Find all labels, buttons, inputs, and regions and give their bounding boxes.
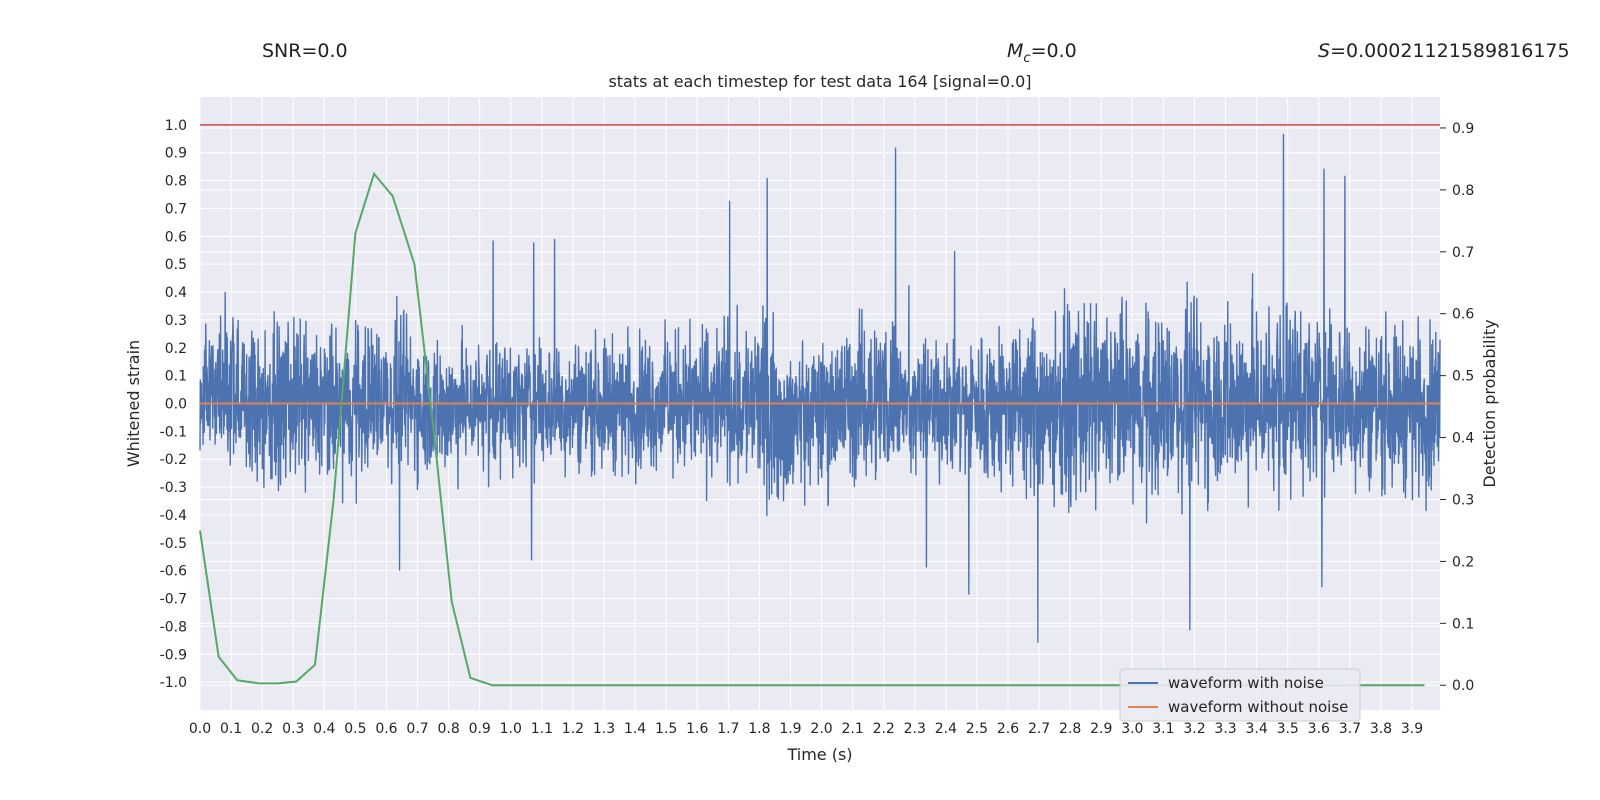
y2-tick-label: 0.4 [1452, 431, 1474, 447]
y2-tick-label: 0.2 [1452, 554, 1474, 570]
y-tick-label: 0.2 [165, 341, 187, 357]
x-tick-label: 1.5 [655, 721, 677, 737]
y-tick-label: 0.4 [165, 285, 187, 301]
x-tick-label: 1.0 [500, 721, 522, 737]
x-tick-label: 2.2 [873, 721, 895, 737]
x-tick-label: 2.6 [997, 721, 1019, 737]
x-tick-label: 3.6 [1308, 721, 1330, 737]
y-tick-label: 0.3 [165, 313, 187, 329]
y2-tick-label: 0.6 [1452, 307, 1474, 323]
x-tick-label: 1.6 [686, 721, 708, 737]
x-tick-label: 0.7 [406, 721, 428, 737]
y2-tick-label: 0.8 [1452, 183, 1474, 199]
x-tick-label: 2.5 [966, 721, 988, 737]
y2-axis-label: Detection probability [1480, 319, 1499, 487]
y-tick-label: 0.5 [165, 257, 187, 273]
legend-box [1119, 668, 1361, 722]
y-tick-label: -0.7 [160, 592, 187, 608]
x-tick-label: 3.5 [1277, 721, 1299, 737]
y-tick-label: -0.3 [160, 480, 187, 496]
ticks: 0.0 0.1 0.2 0.3 0.4 0.5 0.6 0.7 0.8 0.9 1.0 1.1 1.2 1… [160, 118, 1475, 737]
mc-value: =0.0 [1030, 40, 1077, 62]
x-tick-label: 3.7 [1339, 721, 1361, 737]
snr-label: SNR=0.0 [262, 40, 348, 62]
x-tick-label: 3.0 [1121, 721, 1143, 737]
y-tick-label: 0.6 [165, 229, 187, 245]
s-symbol: S [1318, 40, 1331, 62]
legend: waveform with noise waveform without nois… [1119, 668, 1361, 722]
x-tick-label: 2.8 [1059, 721, 1081, 737]
y2-tick-label: 0.9 [1452, 121, 1474, 137]
y2-tick-label: 0.0 [1452, 678, 1474, 694]
x-tick-label: 3.3 [1214, 721, 1236, 737]
x-tick-label: 1.2 [562, 721, 584, 737]
s-value-label: S=0.00021121589816175 [1318, 40, 1570, 62]
x-axis-label: Time (s) [786, 745, 852, 764]
x-tick-label: 3.1 [1152, 721, 1174, 737]
x-tick-label: 2.7 [1028, 721, 1050, 737]
y-tick-label: 0.7 [165, 201, 187, 217]
x-tick-label: 1.1 [531, 721, 553, 737]
y-axis-label: Whitened strain [124, 340, 143, 467]
mc-subscript: c [1023, 50, 1031, 66]
y2-tick-label: 0.5 [1452, 369, 1474, 385]
y2-tick-label: 0.7 [1452, 245, 1474, 261]
y-tick-label: 0.1 [165, 369, 187, 385]
y-tick-label: -0.9 [160, 647, 187, 663]
x-tick-label: 1.7 [717, 721, 739, 737]
y-tick-label: -0.8 [160, 619, 187, 635]
y-tick-label: 0.8 [165, 174, 187, 190]
x-tick-label: 2.3 [904, 721, 926, 737]
x-tick-label: 3.8 [1370, 721, 1392, 737]
x-tick-label: 2.9 [1090, 721, 1112, 737]
chirp-mass-label: Mc=0.0 [1007, 40, 1077, 66]
x-tick-label: 1.4 [624, 721, 646, 737]
x-tick-label: 0.3 [282, 721, 304, 737]
y-tick-label: -0.5 [160, 536, 187, 552]
waveform-with-noise-line [199, 133, 1441, 643]
x-tick-label: 2.0 [810, 721, 832, 737]
y2-tick-label: 0.1 [1452, 616, 1474, 632]
y-tick-label: -0.4 [160, 508, 187, 524]
detection-probability-line [199, 171, 1425, 687]
x-tick-label: 3.4 [1246, 721, 1268, 737]
x-tick-label: 2.4 [935, 721, 957, 737]
grid [199, 97, 1440, 710]
x-tick-label: 0.1 [220, 721, 242, 737]
x-tick-label: 0.4 [313, 721, 335, 737]
x-tick-label: 0.8 [437, 721, 459, 737]
x-tick-label: 3.9 [1401, 721, 1423, 737]
x-tick-label: 1.3 [593, 721, 615, 737]
x-tick-label: 0.0 [189, 721, 211, 737]
x-tick-label: 0.9 [469, 721, 491, 737]
y-tick-label: -1.0 [160, 675, 187, 691]
x-tick-label: 1.9 [779, 721, 801, 737]
x-tick-label: 0.2 [251, 721, 273, 737]
y-tick-label: -0.6 [160, 564, 187, 580]
legend-label: waveform without noise [1168, 698, 1348, 716]
x-tick-label: 0.5 [344, 721, 366, 737]
legend-label: waveform with noise [1168, 674, 1324, 692]
x-tick-label: 2.1 [841, 721, 863, 737]
y-tick-label: 0.9 [165, 146, 187, 162]
mc-symbol: M [1007, 40, 1024, 62]
y2-tick-label: 0.3 [1452, 492, 1474, 508]
s-value: =0.00021121589816175 [1330, 40, 1570, 62]
x-tick-label: 0.6 [375, 721, 397, 737]
y-tick-label: -0.1 [160, 424, 187, 440]
y-tick-label: -0.2 [160, 452, 187, 468]
x-tick-label: 1.8 [748, 721, 770, 737]
y-tick-label: 1.0 [165, 118, 187, 134]
x-tick-label: 3.2 [1183, 721, 1205, 737]
chart-title: stats at each timestep for test data 164… [608, 72, 1031, 91]
y-tick-label: 0.0 [165, 397, 187, 413]
plot-series [199, 124, 1441, 687]
